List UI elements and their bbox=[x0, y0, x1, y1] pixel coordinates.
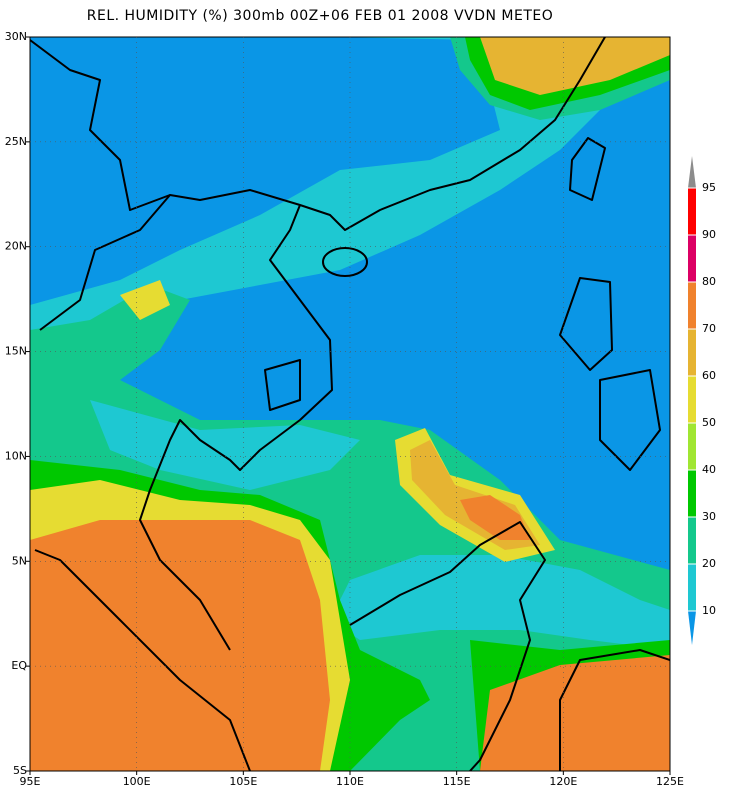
x-tick-label: 120E bbox=[549, 775, 577, 788]
y-tick-label: 10N bbox=[5, 449, 27, 462]
colorbar-under bbox=[688, 611, 696, 645]
colorbar-label: 30 bbox=[702, 510, 716, 523]
colorbar: 10 20 30 40 50 60 70 80 90 95 bbox=[688, 156, 716, 645]
colorbar-label: 90 bbox=[702, 228, 716, 241]
colorbar-segment bbox=[688, 564, 696, 611]
colorbar-label: 70 bbox=[702, 322, 716, 335]
colorbar-segment bbox=[688, 235, 696, 282]
x-tick-label: 95E bbox=[20, 775, 41, 788]
y-tick-label: 20N bbox=[5, 240, 27, 253]
colorbar-segment bbox=[688, 517, 696, 564]
coastlines bbox=[30, 37, 670, 771]
colorbar-label: 95 bbox=[702, 181, 716, 194]
colorbar-over bbox=[688, 156, 696, 188]
colorbar-label: 20 bbox=[702, 557, 716, 570]
x-tick-label: 125E bbox=[656, 775, 684, 788]
humidity-field bbox=[30, 37, 670, 771]
colorbar-label: 60 bbox=[702, 369, 716, 382]
y-tick-label: 25N bbox=[5, 135, 27, 148]
x-tick-label: 115E bbox=[443, 775, 471, 788]
axes: 95E 100E 105E 110E 115E 120E 125E 30N 25N 20N 15N 1… bbox=[5, 30, 684, 788]
colorbar-segment bbox=[688, 423, 696, 470]
colorbar-segment bbox=[688, 376, 696, 423]
y-tick-label: 5S bbox=[13, 764, 27, 777]
colorbar-segment bbox=[688, 470, 696, 517]
colorbar-segment bbox=[688, 188, 696, 235]
colorbar-label: 50 bbox=[702, 416, 716, 429]
y-tick-label: EQ bbox=[11, 659, 27, 672]
colorbar-segment bbox=[688, 282, 696, 329]
map-title: REL. HUMIDITY (%) 300mb 00Z+06 FEB 01 20… bbox=[87, 8, 554, 24]
colorbar-label: 40 bbox=[702, 463, 716, 476]
colorbar-label: 80 bbox=[702, 275, 716, 288]
colorbar-segment bbox=[688, 329, 696, 376]
colorbar-label: 10 bbox=[702, 604, 716, 617]
y-tick-label: 15N bbox=[5, 345, 27, 358]
x-tick-label: 110E bbox=[336, 775, 364, 788]
y-tick-label: 30N bbox=[5, 30, 27, 43]
y-tick-label: 5N bbox=[12, 554, 27, 567]
x-tick-label: 105E bbox=[229, 775, 257, 788]
x-tick-label: 100E bbox=[123, 775, 151, 788]
